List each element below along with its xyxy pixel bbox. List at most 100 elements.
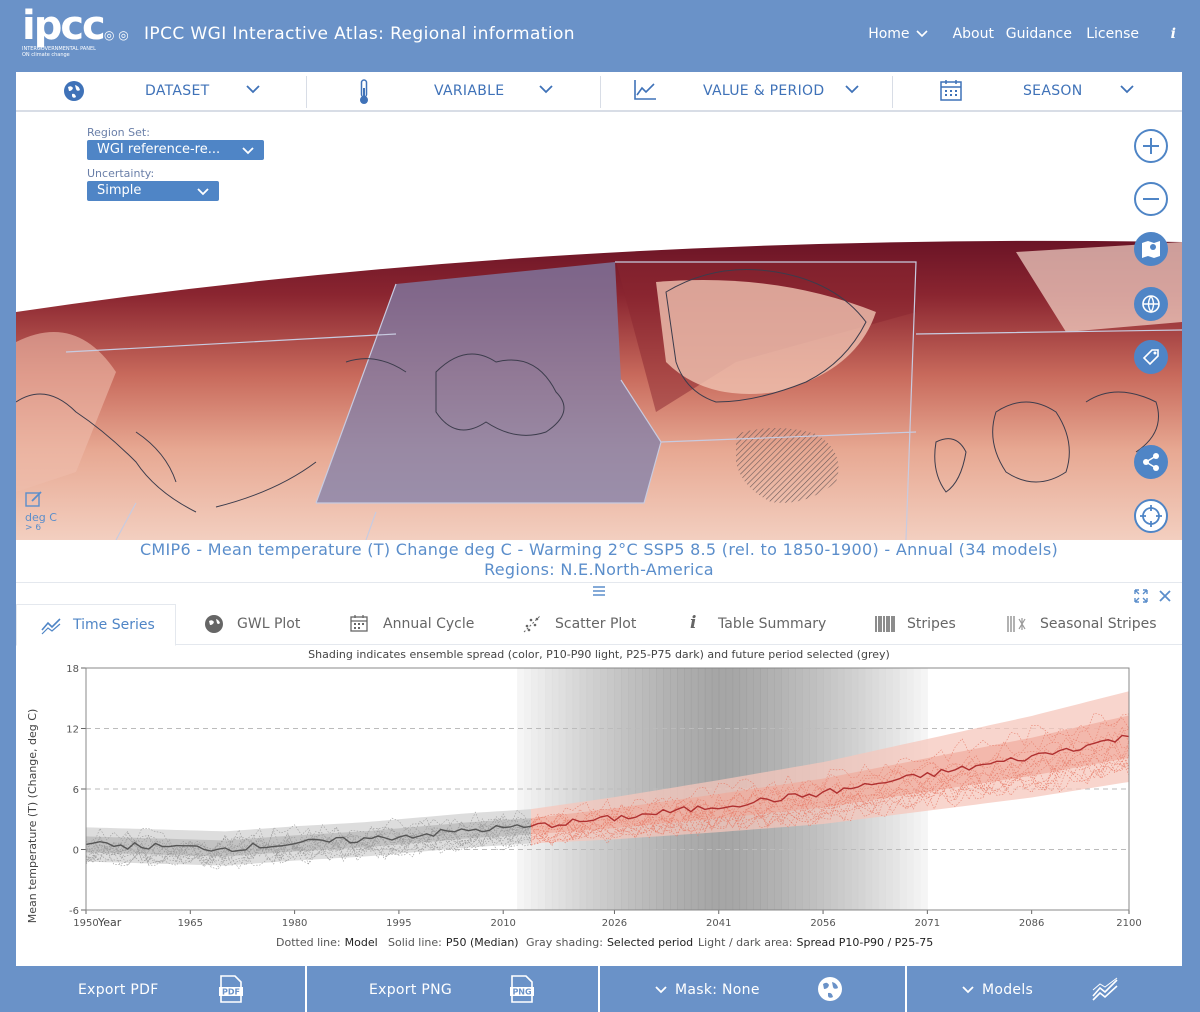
app-header: ipcc INTERGOVERNMENTAL PANEL ON climate … [0,0,1200,72]
globe-icon [1142,295,1160,314]
chevron-down-icon [197,188,209,196]
season-dropdown[interactable]: SEASON [893,72,1182,110]
locate-button[interactable] [1134,499,1168,533]
variable-label: VARIABLE [434,83,505,99]
selection-toolbar: DATASET VARIABLE VALUE & PERIOD SEASON [16,72,1182,112]
zoom-out-button[interactable] [1134,182,1168,216]
nav-about[interactable]: About [952,26,994,42]
edit-icon [25,491,42,507]
expand-icon[interactable] [1134,589,1148,603]
bottom-divider [305,966,307,1012]
variable-dropdown[interactable]: VARIABLE [307,72,600,110]
uncertainty-select[interactable]: Simple [87,181,219,201]
seasonal-stripes-icon [1007,616,1026,632]
chevron-down-icon [539,85,553,94]
period-shade-band [621,668,629,910]
logo-subtitle: INTERGOVERNMENTAL PANEL ON climate chang… [22,46,96,58]
export-pdf-label: Export PDF [78,982,159,998]
future-spread-p25-p75 [531,715,1129,835]
nav-guidance[interactable]: Guidance [1005,26,1072,42]
legend-unit: deg C [25,511,57,524]
export-pdf-button[interactable]: Export PDF PDF [16,966,304,1012]
map-legend[interactable]: deg C > 6 [25,490,65,540]
value-period-dropdown[interactable]: VALUE & PERIOD [601,72,892,110]
tab-stripes[interactable]: Stripes [859,604,969,644]
x-tick-label: 1950 [73,918,98,929]
time-series-chart[interactable]: Shading indicates ensemble spread (color… [16,644,1182,966]
tab-annual-cycle[interactable]: Annual Cycle [332,604,487,644]
drag-handle-icon[interactable] [592,585,606,597]
legend-key: Dotted line: [276,936,341,949]
uncertainty-label: Uncertainty: [87,167,155,180]
x-tick-label: 1995 [386,918,411,929]
png-badge: PNG [512,988,531,997]
model-line-ssp585 [530,754,1130,844]
x-tick-label: 1965 [178,918,203,929]
tab-label: Scatter Plot [555,616,637,632]
plot-frame [85,667,1130,911]
legend-key: Gray shading: [526,936,603,949]
models-label: Models [982,982,1034,998]
region-set-select[interactable]: WGI reference-re... [87,140,264,160]
chevron-down-icon [962,986,974,994]
projection-button[interactable] [1134,287,1168,321]
value-period-label: VALUE & PERIOD [703,83,825,99]
nav-home[interactable]: Home [868,26,928,42]
median-line-ssp585 [530,734,1130,829]
y-tick-label: 18 [66,664,79,675]
info-icon[interactable]: i [1170,26,1176,42]
period-shade-band [537,668,546,910]
chevron-down-icon [242,147,254,155]
chevron-down-icon [655,986,667,994]
dataset-label: DATASET [145,83,210,99]
map-layers-button[interactable] [1134,232,1168,266]
chart-legend: Dotted line: Model Solid line: P50 (Median… [276,936,933,949]
tab-label: Table Summary [718,616,827,632]
x-axis-label: Year [97,916,122,929]
nav-license[interactable]: License [1086,26,1139,42]
uncertainty-value: Simple [97,183,142,198]
globe-icon [64,81,84,101]
model-line-historical [85,818,532,860]
mask-dropdown[interactable]: Mask: None [600,966,904,1012]
time-series-icon [41,618,61,635]
ensemble-lines-icon [1092,977,1118,1001]
models-dropdown[interactable]: Models [907,966,1200,1012]
share-button[interactable] [1134,445,1168,479]
ipcc-logo[interactable]: ipcc INTERGOVERNMENTAL PANEL ON climate … [22,6,106,58]
map-canvas[interactable] [16,112,1182,540]
region-set-value: WGI reference-re... [97,142,221,157]
export-png-button[interactable]: Export PNG PNG [307,966,597,1012]
close-icon[interactable] [1158,589,1172,603]
period-shade-band [565,668,574,910]
median-line-historical [85,824,532,853]
tab-table-summary[interactable]: i Table Summary [676,604,836,644]
un-emblems-icon: ◎ ◎ [104,28,129,42]
tab-gwl-plot[interactable]: GWL Plot [186,604,326,644]
svg-text:Light / dark area:Spread P10-P: Light / dark area: Spread P10-P90 / P25-7… [698,936,933,949]
labels-button[interactable] [1134,340,1168,374]
chevron-down-icon [845,85,859,94]
line-chart-icon [634,80,656,100]
model-lines [85,691,1130,870]
map-pin-icon [1142,241,1160,258]
bottom-divider [905,966,907,1012]
tab-scatter-plot[interactable]: Scatter Plot [504,604,654,644]
toolbar-divider [306,76,307,108]
chevron-down-icon [246,85,260,94]
chart-title: Shading indicates ensemble spread (color… [308,648,890,661]
x-tick-label: 2056 [810,918,835,929]
legend-value: Selected period [607,936,693,949]
tab-time-series[interactable]: Time Series [16,604,176,646]
calendar-icon [940,80,962,101]
pdf-badge: PDF [222,988,240,997]
tab-seasonal-stripes[interactable]: Seasonal Stripes [991,604,1171,644]
zoom-in-button[interactable] [1134,129,1168,163]
map-view[interactable]: Region Set: WGI reference-re... Uncertai… [16,112,1182,540]
svg-text:Solid line:P50 (Median): Solid line: P50 (Median) [388,936,519,949]
bottom-bar: Export PDF PDF Export PNG PNG Mask: None… [0,966,1200,1012]
x-tick-label: 1980 [282,918,307,929]
map-caption-region: Regions: N.E.North-America [484,560,714,579]
period-shade-band [558,668,567,910]
dataset-dropdown[interactable]: DATASET [16,72,306,110]
